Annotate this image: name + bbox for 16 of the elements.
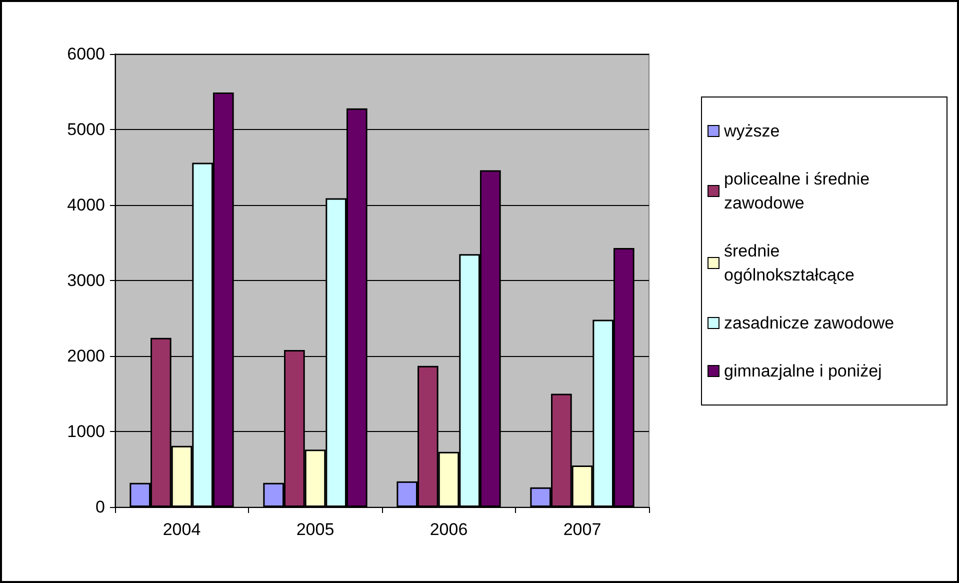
legend-label: gimnazjalne i poniżej	[724, 362, 882, 380]
y-tick-label: 5000	[67, 120, 105, 139]
x-tick-label: 2006	[430, 520, 468, 539]
x-tick-label: 2007	[563, 520, 602, 539]
legend-label: średnie ogólnokształcące	[724, 242, 854, 284]
y-tick-label: 3000	[67, 271, 105, 290]
y-tick-label: 1000	[67, 422, 105, 441]
legend-label: policealne i średnie zawodowe	[724, 170, 874, 212]
legend-label: wyższe	[723, 122, 780, 140]
legend-label: zasadnicze zawodowe	[724, 314, 894, 332]
y-tick-label: 6000	[67, 44, 105, 64]
y-tick-label: 4000	[67, 196, 105, 214]
x-tick-label: 2005	[296, 520, 334, 539]
x-tick-label: 2004	[162, 520, 201, 539]
y-tick-label: 2000	[67, 346, 105, 366]
y-tick-label: 0	[96, 498, 105, 516]
